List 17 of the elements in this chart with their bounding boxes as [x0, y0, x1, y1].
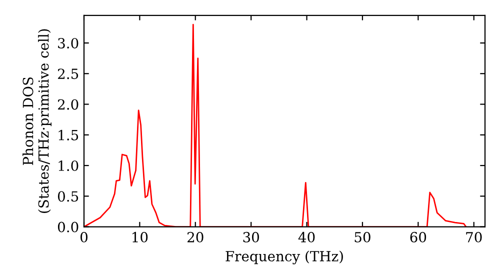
y-tick-label: 0.5	[58, 191, 78, 202]
x-tick-label: 50	[354, 232, 370, 242]
y-tick-label: 1.0	[58, 160, 78, 171]
x-tick-label: 20	[187, 232, 204, 242]
y-tick-label: 1.5	[58, 130, 78, 140]
y-axis-title: Phonon DOS (States/THz·primitive cell)	[22, 29, 52, 213]
y-tick-label: 0.0	[58, 222, 78, 232]
x-tick-label: 60	[410, 232, 426, 242]
x-axis-title: Frequency (THz)	[226, 250, 343, 264]
y-tick-label: 2.0	[58, 99, 78, 110]
x-tick-label: 0	[80, 232, 88, 242]
x-tick-label: 40	[298, 232, 315, 242]
x-tick-label: 30	[243, 232, 259, 242]
x-tick-label: 70	[466, 232, 482, 242]
x-tick-label: 10	[132, 232, 148, 242]
y-tick-label: 2.5	[58, 68, 78, 80]
y-tick-label: 3.0	[58, 38, 78, 48]
